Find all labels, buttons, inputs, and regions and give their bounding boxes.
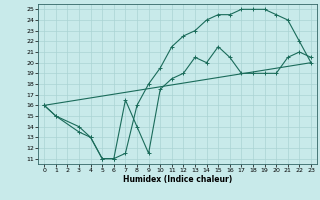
X-axis label: Humidex (Indice chaleur): Humidex (Indice chaleur) xyxy=(123,175,232,184)
